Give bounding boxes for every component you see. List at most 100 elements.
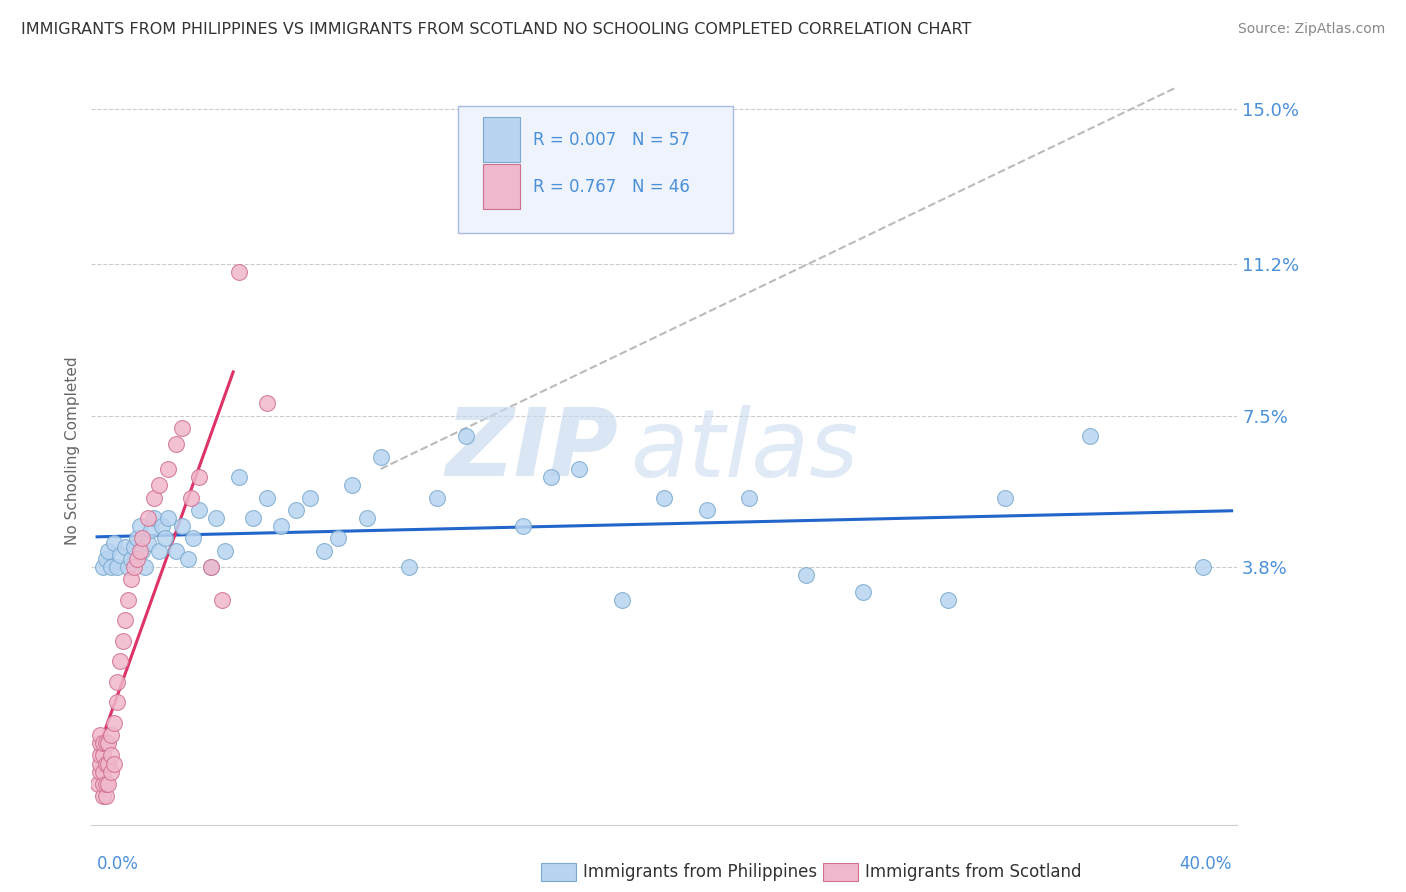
Point: [100, 764, 122, 779]
Point: [205, 511, 228, 525]
Point: [94, 756, 117, 771]
Point: [738, 491, 761, 505]
Point: [794, 568, 817, 582]
Point: [103, 756, 125, 771]
Point: [89, 748, 111, 763]
Point: [256, 491, 278, 505]
Point: [270, 519, 292, 533]
Point: [398, 560, 420, 574]
Point: [97, 777, 120, 791]
Point: [94, 777, 117, 791]
Text: Immigrants from Philippines: Immigrants from Philippines: [583, 863, 818, 881]
Point: [97, 756, 120, 771]
Point: [117, 560, 139, 574]
Point: [183, 532, 205, 546]
Point: [105, 560, 128, 574]
Point: [128, 519, 150, 533]
Point: [936, 593, 959, 607]
Point: [211, 593, 233, 607]
Point: [610, 593, 633, 607]
Point: [114, 613, 136, 627]
Point: [134, 560, 156, 574]
Point: [177, 552, 200, 566]
Point: [125, 532, 148, 546]
Point: [172, 421, 194, 435]
Text: IMMIGRANTS FROM PHILIPPINES VS IMMIGRANTS FROM SCOTLAND NO SCHOOLING COMPLETED C: IMMIGRANTS FROM PHILIPPINES VS IMMIGRANT…: [21, 22, 972, 37]
Point: [100, 748, 122, 763]
Point: [652, 491, 675, 505]
Point: [156, 511, 179, 525]
Point: [128, 543, 150, 558]
Point: [91, 560, 114, 574]
Point: [122, 540, 145, 554]
FancyBboxPatch shape: [484, 117, 520, 162]
Point: [256, 396, 278, 410]
Point: [568, 462, 591, 476]
Point: [105, 695, 128, 709]
Point: [97, 543, 120, 558]
Point: [87, 777, 110, 791]
FancyBboxPatch shape: [484, 164, 520, 210]
Point: [356, 511, 378, 525]
Point: [148, 478, 170, 492]
Point: [94, 552, 117, 566]
Text: Immigrants from Scotland: Immigrants from Scotland: [865, 863, 1081, 881]
Point: [426, 491, 449, 505]
Point: [94, 736, 117, 750]
Point: [150, 519, 173, 533]
Text: ZIP: ZIP: [446, 404, 619, 497]
Point: [103, 535, 125, 549]
Point: [100, 560, 122, 574]
Point: [180, 491, 202, 505]
FancyBboxPatch shape: [458, 106, 733, 233]
Point: [1078, 429, 1101, 443]
Point: [114, 540, 136, 554]
Point: [125, 552, 148, 566]
Point: [97, 736, 120, 750]
Point: [131, 543, 153, 558]
Point: [89, 756, 111, 771]
Point: [91, 789, 114, 804]
Point: [200, 560, 222, 574]
Point: [108, 548, 131, 562]
Point: [111, 633, 134, 648]
Point: [512, 519, 534, 533]
Point: [131, 532, 153, 546]
Point: [94, 789, 117, 804]
Point: [139, 524, 162, 538]
Point: [200, 560, 222, 574]
Point: [228, 470, 250, 484]
Point: [89, 736, 111, 750]
Text: Source: ZipAtlas.com: Source: ZipAtlas.com: [1237, 22, 1385, 37]
Point: [312, 543, 335, 558]
Point: [298, 491, 321, 505]
Point: [136, 511, 159, 525]
Point: [342, 478, 364, 492]
Point: [89, 764, 111, 779]
Point: [370, 450, 392, 464]
Text: R = 0.767   N = 46: R = 0.767 N = 46: [533, 178, 689, 195]
Point: [136, 535, 159, 549]
Point: [696, 503, 718, 517]
Point: [242, 511, 264, 525]
Point: [284, 503, 307, 517]
Text: 0.0%: 0.0%: [97, 855, 139, 873]
Point: [91, 777, 114, 791]
Point: [852, 584, 875, 599]
Point: [188, 470, 211, 484]
Point: [328, 532, 350, 546]
Point: [105, 674, 128, 689]
Point: [153, 532, 176, 546]
Point: [214, 543, 236, 558]
Point: [91, 764, 114, 779]
Point: [91, 748, 114, 763]
Point: [156, 462, 179, 476]
Point: [91, 736, 114, 750]
Point: [166, 437, 188, 451]
Point: [120, 552, 142, 566]
Point: [89, 728, 111, 742]
Point: [103, 715, 125, 730]
Point: [148, 543, 170, 558]
Point: [540, 470, 562, 484]
Point: [142, 491, 165, 505]
